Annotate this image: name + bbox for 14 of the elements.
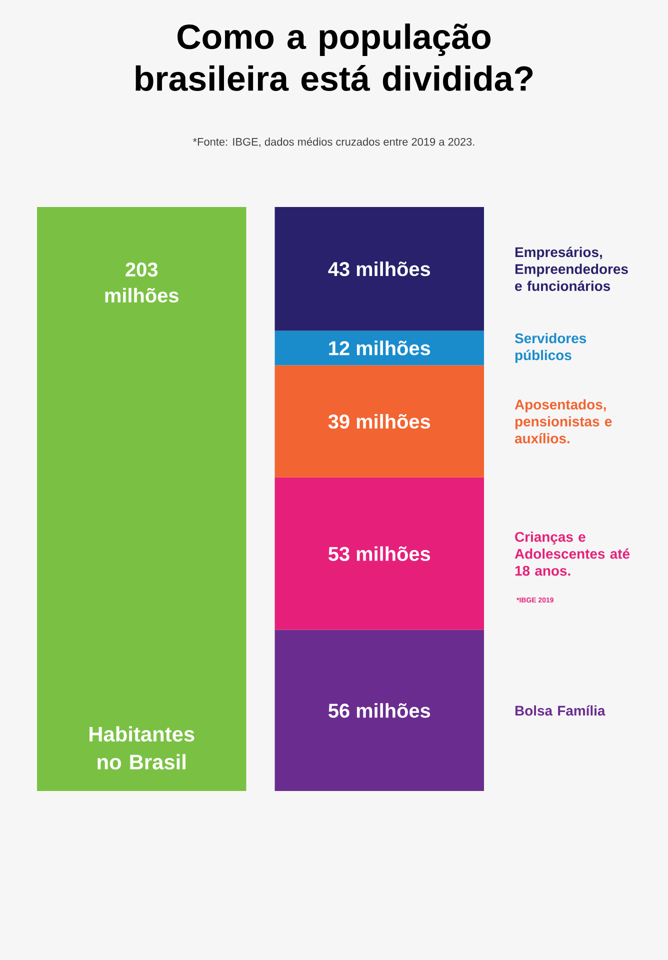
data-label: 12 milhões bbox=[329, 340, 430, 356]
data-label: 43 milhões bbox=[328, 262, 430, 276]
text: Aposentados, pensionistas e auxílios. bbox=[514, 399, 612, 444]
text: Servidores públicos bbox=[514, 333, 586, 363]
text: *Fonte: IBGE, dados médios cruzados entre 2019 a 2023. bbox=[192, 138, 474, 147]
series-label: Habitantes no Brasil bbox=[90, 726, 194, 770]
text: Empresários, Empreendedores e funcionários bbox=[515, 246, 628, 291]
chart-title: Como a população brasileira está dividida? bbox=[136, 24, 533, 91]
data-label: 56 milhões bbox=[328, 703, 430, 718]
text: Crianças e Adolescentes até 18 anos. bbox=[514, 532, 630, 576]
text: Bolsa Família bbox=[515, 705, 606, 716]
data-label: 39 milhões bbox=[328, 414, 430, 429]
data-label: 53 milhões bbox=[328, 546, 430, 561]
data-label: 203 milhões bbox=[105, 262, 178, 303]
